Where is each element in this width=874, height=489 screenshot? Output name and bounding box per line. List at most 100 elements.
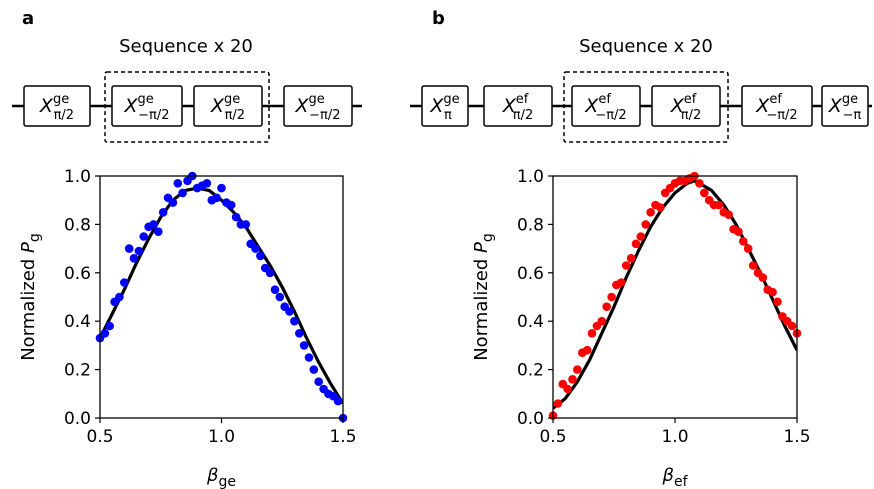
gate-label: Xge π bbox=[429, 92, 459, 123]
data-point bbox=[787, 321, 797, 331]
gate-box: Xef π/2 bbox=[651, 85, 721, 127]
data-point bbox=[158, 208, 168, 217]
gate-label: Xef −π/2 bbox=[584, 92, 626, 123]
data-point bbox=[597, 316, 607, 326]
repeat-loop-box bbox=[104, 71, 270, 143]
x-tick-label: 0.5 bbox=[539, 427, 566, 447]
gate-box: Xge π/2 bbox=[23, 85, 91, 127]
fit-curve bbox=[100, 186, 343, 405]
data-point bbox=[626, 253, 636, 263]
gate-superscript: ef bbox=[769, 92, 782, 107]
y-tick-label: 0.6 bbox=[64, 264, 91, 284]
data-point bbox=[724, 210, 733, 219]
data-point bbox=[304, 353, 314, 362]
data-point bbox=[265, 268, 275, 278]
gate-symbol: X bbox=[429, 95, 444, 117]
gate-subscript: −π/2 bbox=[138, 108, 169, 123]
data-point bbox=[134, 246, 144, 256]
gate-superscript: ef bbox=[598, 92, 611, 107]
data-point bbox=[714, 200, 724, 210]
data-point bbox=[573, 365, 582, 374]
data-point bbox=[226, 200, 236, 210]
y-tick-label: 1.0 bbox=[64, 167, 91, 187]
data-point bbox=[631, 239, 641, 249]
x-tick-label: 1.0 bbox=[661, 427, 688, 447]
y-tick-label: 0.6 bbox=[517, 264, 544, 284]
gate-symbol: X bbox=[755, 95, 770, 117]
gate-label: Xge π/2 bbox=[210, 92, 245, 123]
gate-label: Xge −π/2 bbox=[294, 92, 340, 123]
y-tick-label: 0.8 bbox=[517, 215, 544, 235]
pulse-sequence-a: Xge π/2 Xge −π/2 Xge π/2 Xge −π/2 bbox=[12, 71, 362, 143]
data-point bbox=[695, 179, 704, 188]
gate-subscript: −π/2 bbox=[595, 108, 626, 123]
data-point bbox=[105, 321, 114, 331]
x-tick-label: 0.5 bbox=[86, 427, 113, 447]
gate-subscript: π/2 bbox=[225, 108, 245, 123]
gate-superscript: ge bbox=[224, 92, 240, 107]
data-point bbox=[641, 220, 650, 229]
gate-superscript: ef bbox=[516, 92, 529, 107]
panel-letter-a: a bbox=[22, 8, 34, 29]
data-point bbox=[173, 179, 183, 188]
data-point bbox=[602, 302, 611, 312]
data-point bbox=[285, 307, 294, 316]
gate-symbol: X bbox=[502, 95, 517, 117]
sequence-label-a: Sequence x 20 bbox=[119, 36, 253, 57]
data-point bbox=[256, 251, 265, 261]
data-point bbox=[309, 365, 319, 374]
data-point bbox=[758, 273, 768, 282]
data-point bbox=[636, 232, 646, 241]
y-axis-label: Normalized Pg bbox=[18, 233, 43, 361]
gate-symbol: X bbox=[39, 95, 54, 117]
x-tick-label: 1.5 bbox=[329, 427, 356, 447]
sequence-label-b: Sequence x 20 bbox=[579, 36, 713, 57]
chart-a: 0.5 1.0 1.5 0.0 0.2 0.4 0.6 0.8 1.0 βge Normalized… bbox=[18, 167, 357, 489]
gate-box: Xef −π/2 bbox=[741, 85, 813, 127]
gate-label: Xge π/2 bbox=[39, 92, 74, 123]
data-point bbox=[154, 227, 163, 236]
data-point bbox=[231, 212, 241, 222]
data-point bbox=[621, 261, 631, 270]
data-point bbox=[563, 384, 572, 394]
gate-subscript: π/2 bbox=[54, 108, 74, 123]
data-point bbox=[743, 244, 753, 253]
data-point bbox=[568, 375, 577, 384]
data-point bbox=[773, 297, 782, 307]
y-tick-label: 1.0 bbox=[517, 167, 544, 187]
gate-symbol: X bbox=[294, 95, 309, 117]
data-point bbox=[295, 329, 304, 338]
gate-box: Xef −π/2 bbox=[571, 85, 641, 127]
x-tick-label: 1.0 bbox=[208, 427, 235, 447]
data-point bbox=[139, 232, 148, 241]
repeat-loop-box bbox=[563, 71, 729, 143]
gate-symbol: X bbox=[123, 95, 138, 117]
data-point bbox=[251, 244, 260, 253]
gate-subscript: −π/2 bbox=[309, 108, 340, 123]
data-point bbox=[129, 253, 139, 263]
y-axis-label: Normalized Pg bbox=[471, 233, 496, 361]
gate-superscript: ge bbox=[842, 92, 858, 107]
gate-symbol: X bbox=[210, 95, 225, 117]
data-point bbox=[270, 285, 280, 295]
gate-label: Xge −π bbox=[828, 92, 862, 123]
gate-box: Xge −π/2 bbox=[111, 85, 183, 127]
gate-superscript: ge bbox=[309, 92, 325, 107]
gate-label: Xge −π/2 bbox=[123, 92, 169, 123]
gate-label: Xef π/2 bbox=[670, 92, 701, 123]
data-point bbox=[587, 329, 597, 338]
data-point bbox=[124, 244, 134, 253]
plot-frame bbox=[99, 175, 344, 419]
gate-box: Xef π/2 bbox=[483, 85, 553, 127]
gate-symbol: X bbox=[584, 95, 599, 117]
data-point bbox=[241, 220, 251, 229]
gate-subscript: π bbox=[444, 108, 452, 123]
y-tick-label: 0.2 bbox=[517, 361, 544, 381]
gate-symbol: X bbox=[828, 95, 843, 117]
data-point bbox=[734, 227, 743, 236]
gate-superscript: ge bbox=[138, 92, 154, 107]
data-point bbox=[333, 396, 343, 406]
data-point bbox=[768, 287, 777, 297]
gate-label: Xef π/2 bbox=[502, 92, 533, 123]
